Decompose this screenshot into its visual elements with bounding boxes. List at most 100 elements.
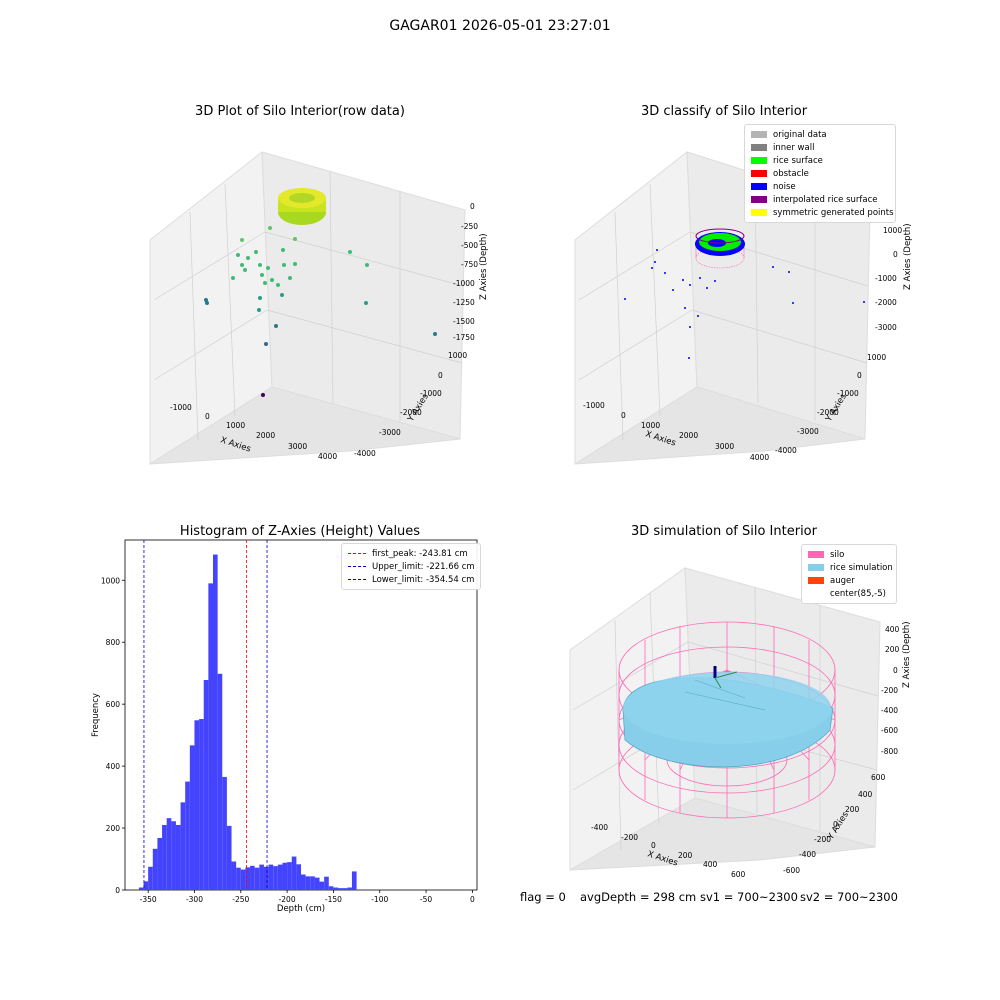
histogram-bar [319, 881, 325, 890]
x-tick-label: 400 [703, 860, 718, 869]
z-tick-label: 200 [885, 645, 900, 654]
x-tick-label: 2000 [256, 431, 275, 440]
noise-point [714, 280, 716, 282]
x-tick-label: 2000 [679, 431, 698, 440]
legend-swatch [751, 144, 767, 151]
sv2-text: sv2 = 700~2300 [800, 890, 898, 904]
histogram-bar [199, 719, 204, 890]
histogram-bar [213, 554, 218, 890]
data-point [246, 256, 250, 260]
z-tick-label: 0 [470, 202, 475, 211]
data-point [263, 281, 267, 285]
histogram-bar [282, 862, 288, 890]
panel4-title: 3D simulation of Silo Interior [631, 524, 817, 539]
histogram-bar [250, 865, 255, 890]
y-tick-label: -1000 [837, 389, 859, 398]
legend-label: silo [830, 549, 845, 560]
data-point [240, 238, 244, 242]
legend-label: auger [830, 575, 855, 586]
histogram-bar [342, 888, 348, 890]
legend-label: first_peak: -243.81 cm [372, 548, 468, 559]
data-point [276, 283, 280, 287]
z-tick-label: -1000 [453, 279, 475, 288]
legend-item-lower-limit: Lower_limit: -354.54 cm [348, 573, 474, 586]
data-point [236, 253, 240, 257]
data-point [288, 276, 292, 280]
axes-box [574, 151, 871, 465]
z-tick-label: 0 [893, 250, 898, 259]
legend-item-noise: noise [751, 180, 889, 193]
classify-3d-plot: -1000 0 1000 2000 3000 4000 X Axies 1000… [574, 151, 913, 465]
y-tick-label: 0 [115, 886, 120, 895]
histogram-bar [194, 720, 200, 890]
z-tick-label: 400 [885, 625, 900, 634]
histogram-bar [314, 877, 320, 890]
legend-line [348, 566, 366, 567]
histogram-bar [287, 862, 292, 890]
histogram-bar [263, 866, 269, 890]
data-point [281, 248, 285, 252]
y-tick-label: 600 [106, 700, 121, 709]
data-point [205, 301, 209, 305]
histogram-bar [254, 867, 260, 890]
legend-swatch [751, 209, 767, 216]
histogram-bar [226, 825, 232, 890]
z-tick-label: -3000 [875, 323, 897, 332]
legend-label: Lower_limit: -354.54 cm [372, 574, 475, 585]
legend-item-original-data: original data [751, 128, 889, 141]
histogram-bar [189, 745, 195, 890]
data-point [274, 324, 278, 328]
z-tick-label: -1000 [875, 274, 897, 283]
noise-point [689, 326, 691, 328]
panel3-title: Histogram of Z-Axies (Height) Values [179, 524, 421, 539]
legend-item-silo: silo [808, 548, 890, 561]
rice-surface-ring [278, 188, 326, 225]
histogram-bar [273, 866, 278, 890]
z-tick-label: -200 [881, 686, 898, 695]
noise-point [624, 298, 626, 300]
legend-label: obstacle [773, 168, 809, 179]
y-axis-label: Frequency [91, 693, 101, 737]
data-point [258, 263, 262, 267]
z-axis-label: Z Axies (Depth) [479, 233, 489, 300]
noise-point [699, 277, 701, 279]
legend-label: inner wall [773, 142, 815, 153]
histogram-bar [347, 887, 352, 890]
histogram-bar [180, 802, 186, 890]
x-tick-label: -400 [591, 823, 608, 832]
y-tick-label: 200 [106, 824, 121, 833]
legend-label: noise [773, 181, 796, 192]
x-tick-label: -1000 [170, 403, 192, 412]
histogram-bar [351, 871, 357, 890]
data-point [260, 273, 264, 277]
z-tick-label: 1000 [883, 226, 902, 235]
noise-points [624, 249, 865, 359]
data-point [433, 332, 437, 336]
panel2-title: 3D classify of Silo Interior [640, 104, 808, 119]
histogram-bar [305, 876, 311, 890]
legend-label: rice simulation [830, 562, 893, 573]
x-tick-label: 0 [651, 841, 656, 850]
data-point [264, 342, 268, 346]
data-point [293, 262, 297, 266]
avg-depth-text: avgDepth = 298 cm [580, 890, 697, 904]
y-tick-label: -3000 [797, 427, 819, 436]
y-tick-label: -4000 [354, 449, 376, 458]
y-tick-label: -1000 [420, 389, 442, 398]
data-point [348, 250, 352, 254]
histogram-bars [138, 554, 357, 890]
x-tick-label: 3000 [288, 442, 307, 451]
legend-label: interpolated rice surface [773, 194, 878, 205]
histogram-bar [208, 583, 213, 890]
z-tick-label: -800 [881, 747, 898, 756]
histogram-bar [231, 861, 237, 890]
histogram-bar [171, 821, 176, 890]
z-axis-label: Z Axies (Depth) [902, 621, 912, 688]
legend-swatch [808, 551, 824, 558]
y-tick-label: 200 [845, 805, 860, 814]
z-tick-label: -1750 [453, 333, 475, 342]
y-tick-label: 400 [106, 762, 121, 771]
data-point [270, 278, 274, 282]
y-tick-label: 1000 [448, 351, 467, 360]
y-tick-label: 1000 [101, 576, 120, 585]
